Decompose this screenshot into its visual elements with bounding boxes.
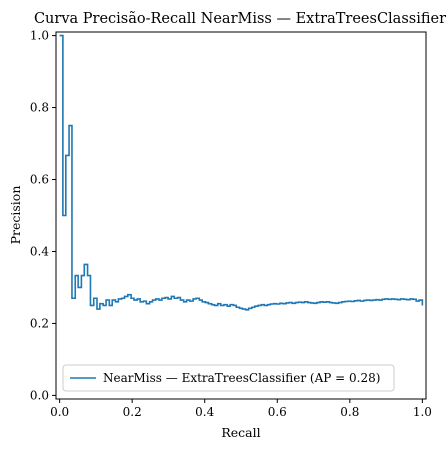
plot-area <box>59 34 424 311</box>
legend: NearMiss — ExtraTreesClassifier (AP = 0.… <box>62 364 395 392</box>
y-tick-label: 0.6 <box>30 173 49 187</box>
x-tick-label: 0.2 <box>123 405 142 419</box>
y-tick-label: 0.0 <box>30 388 49 402</box>
y-tick-label: 0.4 <box>30 244 49 258</box>
legend-label: NearMiss — ExtraTreesClassifier (AP = 0.… <box>103 371 380 385</box>
x-axis-label: Recall <box>221 425 260 440</box>
x-tick-label: 0.6 <box>268 405 287 419</box>
x-axis: 0.0 0.2 0.4 0.6 0.8 1.0 <box>50 399 432 419</box>
plot-frame <box>55 31 427 400</box>
x-tick-label: 1.0 <box>413 405 432 419</box>
series-line <box>59 34 424 311</box>
legend-box <box>62 364 395 392</box>
y-tick-label: 0.8 <box>30 101 49 115</box>
x-tick-label: 0.0 <box>50 405 69 419</box>
x-tick-label: 0.4 <box>195 405 214 419</box>
y-axis-label: Precision <box>8 186 23 245</box>
y-tick-label: 1.0 <box>30 29 49 43</box>
y-axis: 0.0 0.2 0.4 0.6 0.8 1.0 <box>30 29 56 402</box>
x-tick-label: 0.8 <box>340 405 359 419</box>
y-tick-label: 0.2 <box>30 316 49 330</box>
chart-title: Curva Precisão-Recall NearMiss — ExtraTr… <box>34 11 446 27</box>
